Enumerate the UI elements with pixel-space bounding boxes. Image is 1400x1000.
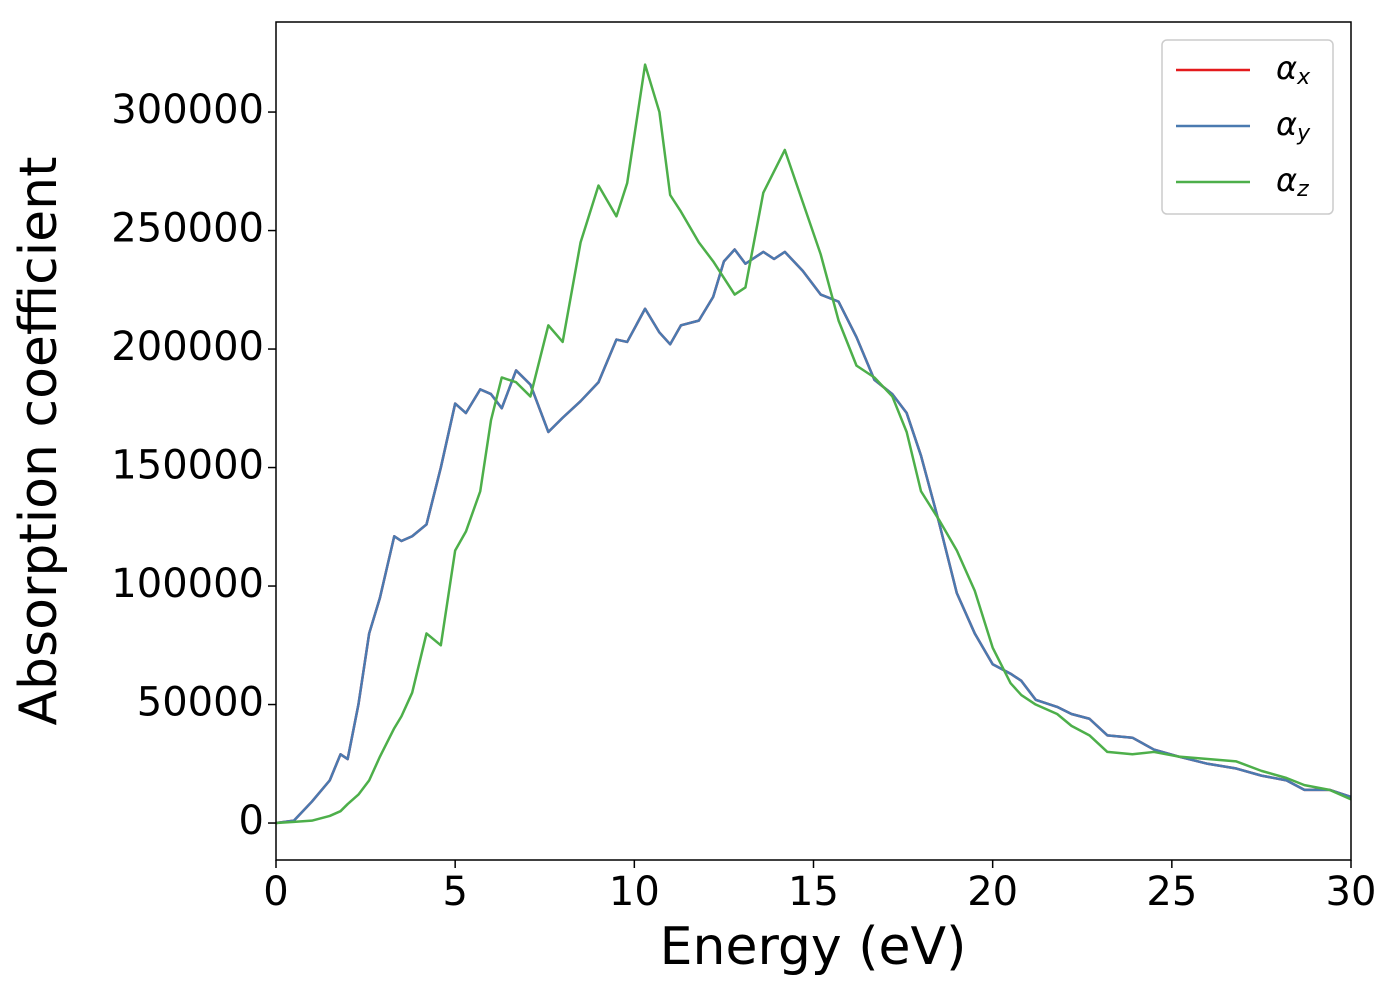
x-tick-label: 20 [967,869,1018,915]
x-tick-label: 30 [1326,869,1377,915]
x-tick-label: 5 [442,869,467,915]
legend-label: αy [1276,105,1311,146]
y-tick-label: 0 [239,798,264,844]
x-tick-label: 0 [263,869,288,915]
y-tick-label: 50000 [137,680,264,726]
series-line [276,248,1351,825]
y-tick-label: 250000 [111,206,264,252]
x-tick-label: 25 [1146,869,1197,915]
series-line [276,248,1351,825]
legend-label: αx [1276,49,1311,90]
plot-frame [275,21,1352,861]
x-tick-label: 15 [788,869,839,915]
x-tick-label: 10 [609,869,660,915]
y-tick-label: 100000 [111,561,264,607]
y-tick-label: 150000 [111,443,264,489]
y-axis-label: Absorption coefficient [9,156,69,725]
y-tick-label: 300000 [111,87,264,133]
legend-label: αz [1276,161,1309,202]
y-tick-label: 200000 [111,324,264,370]
series-line [276,63,1351,825]
x-axis-label: Energy (eV) [660,917,967,977]
